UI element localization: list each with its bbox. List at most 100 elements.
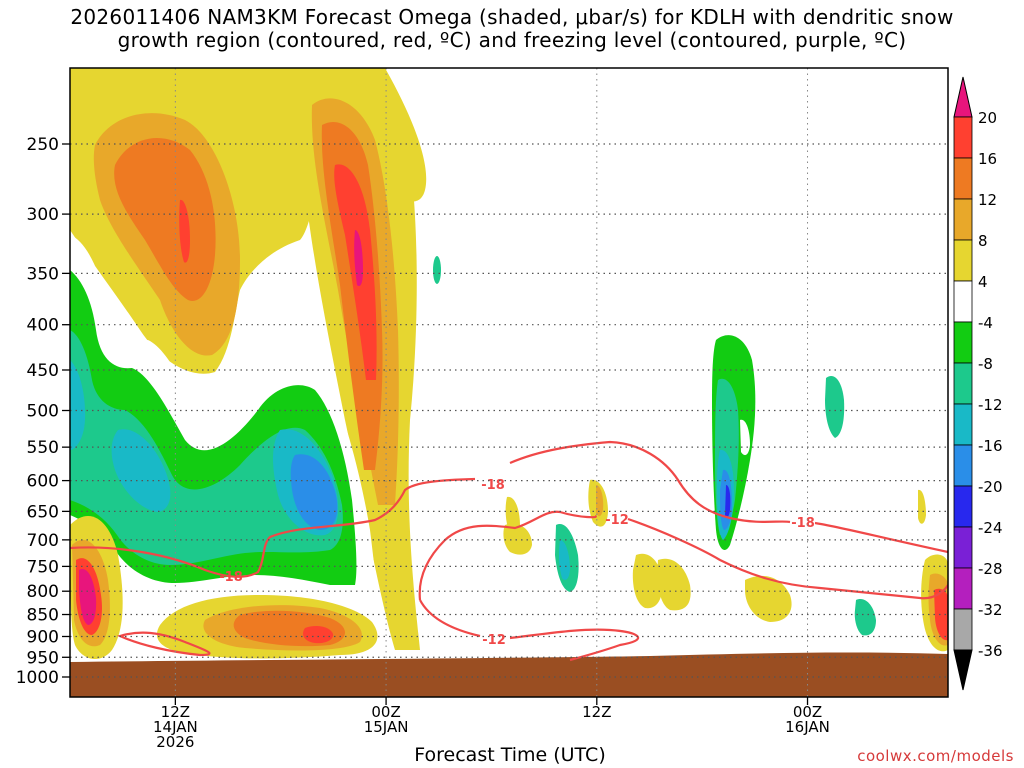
pressure-tick-label: 700 [27, 531, 59, 551]
omega-region [466, 356, 478, 380]
x-axis-label: Forecast Time (UTC) [414, 744, 606, 766]
time-tick-label: 12Z [161, 703, 190, 721]
contour-label: -18 [481, 478, 505, 493]
colorbar-swatch [953, 321, 973, 364]
grid-lines [70, 68, 948, 697]
colorbar-swatch [953, 444, 973, 487]
colorbar-label: -36 [978, 642, 1003, 660]
omega-region [70, 330, 343, 565]
pressure-tick-label: 750 [27, 557, 59, 577]
colorbar-swatch [953, 157, 973, 200]
pressure-tick-label: 850 [27, 606, 59, 626]
time-tick-label: 14JAN [153, 718, 198, 736]
omega-region [179, 199, 190, 263]
colorbar-swatch [953, 526, 973, 569]
pressure-tick-label: 250 [27, 135, 59, 155]
omega-region [644, 331, 683, 471]
contour-minus12-ring [116, 631, 211, 657]
omega-region [805, 553, 833, 601]
contour-minus18 [70, 440, 948, 578]
contour-label: -18 [219, 570, 243, 585]
colorbar-label: 20 [978, 109, 997, 127]
pressure-tick-label: 650 [27, 502, 59, 522]
colorbar-label: 16 [978, 150, 997, 168]
omega-region [558, 540, 570, 580]
time-tick-label: 12Z [582, 703, 611, 721]
colorbar-swatch [953, 567, 973, 610]
chart-title: 2026011406 NAM3KM Forecast Omega (shaded… [0, 6, 1024, 52]
time-tick-label: 00Z [371, 703, 400, 721]
colorbar-label: -12 [978, 396, 1003, 414]
pressure-tick-label: 950 [27, 648, 59, 668]
time-tick-label: 2026 [156, 733, 194, 751]
omega-region [321, 121, 383, 471]
colorbar-swatch [953, 198, 973, 241]
omega-region [740, 419, 750, 456]
omega-region [745, 575, 792, 622]
omega-region [114, 138, 216, 301]
pressure-tick-label: 300 [27, 205, 59, 225]
colorbar-label: 4 [978, 273, 988, 291]
omega-region [505, 496, 520, 533]
colorbar-swatch [953, 485, 973, 528]
time-tick-label: 00Z [793, 703, 822, 721]
pressure-axis: 2503003504004505005506006507007508008509… [16, 135, 70, 688]
contour-label: -12 [605, 513, 629, 528]
pressure-tick-label: 600 [27, 472, 59, 492]
colorbar-label: -4 [978, 314, 993, 332]
omega-region [497, 414, 546, 491]
omega-region [334, 164, 377, 380]
omega-region [70, 360, 86, 450]
omega-region [503, 523, 532, 555]
colorbar-under-arrow [953, 649, 973, 691]
title-line-1: 2026011406 NAM3KM Forecast Omega (shaded… [70, 5, 954, 29]
contour-minus12-lower [419, 599, 640, 662]
colorbar-swatch [953, 608, 973, 651]
omega-region [932, 459, 948, 531]
omega-region [683, 295, 688, 328]
pressure-tick-label: 500 [27, 402, 59, 422]
colorbar-label: 8 [978, 232, 988, 250]
omega-region [934, 588, 948, 641]
omega-region [657, 558, 691, 611]
colorbar-label: 12 [978, 191, 997, 209]
time-tick-label: 15JAN [364, 718, 409, 736]
colorbar: 20 16 12 8 4 -4 -8 -12 -16 -20 -24 -28 -32 -36 [953, 76, 1003, 691]
omega-region [632, 553, 663, 609]
colorbar-swatch [953, 403, 973, 446]
colorbar-swatch [953, 280, 973, 323]
colorbar-swatch [953, 239, 973, 282]
colorbar-label: -20 [978, 478, 1003, 496]
time-tick-label: 16JAN [785, 718, 830, 736]
colorbar-label: -32 [978, 601, 1003, 619]
colorbar-label: -24 [978, 519, 1003, 537]
plot-frame [69, 67, 949, 698]
contour-label: -18 [791, 516, 815, 531]
pressure-tick-label: 1000 [16, 668, 59, 688]
colorbar-swatch [953, 116, 973, 159]
colorbar-label: -8 [978, 355, 993, 373]
pressure-tick-label: 800 [27, 582, 59, 602]
title-line-2: growth region (contoured, red, ºC) and f… [117, 28, 907, 52]
contour-label: -12 [482, 633, 506, 648]
pressure-tick-label: 400 [27, 316, 59, 336]
colorbar-over-arrow [953, 76, 973, 118]
omega-region [725, 485, 731, 518]
site-credit[interactable]: coolwx.com/models [857, 747, 1014, 765]
pressure-tick-label: 900 [27, 627, 59, 647]
colorbar-swatch [953, 362, 973, 405]
omega-region [596, 485, 604, 517]
colorbar-label: -16 [978, 437, 1003, 455]
pressure-tick-label: 550 [27, 438, 59, 458]
contour-minus12-upper [418, 510, 948, 601]
omega-region [303, 626, 334, 644]
omega-region [111, 429, 171, 512]
omega-region [856, 388, 898, 452]
pressure-tick-label: 450 [27, 361, 59, 381]
omega-region [854, 599, 876, 636]
omega-region [825, 376, 845, 438]
pressure-tick-label: 350 [27, 264, 59, 284]
ground-surface [70, 652, 948, 697]
